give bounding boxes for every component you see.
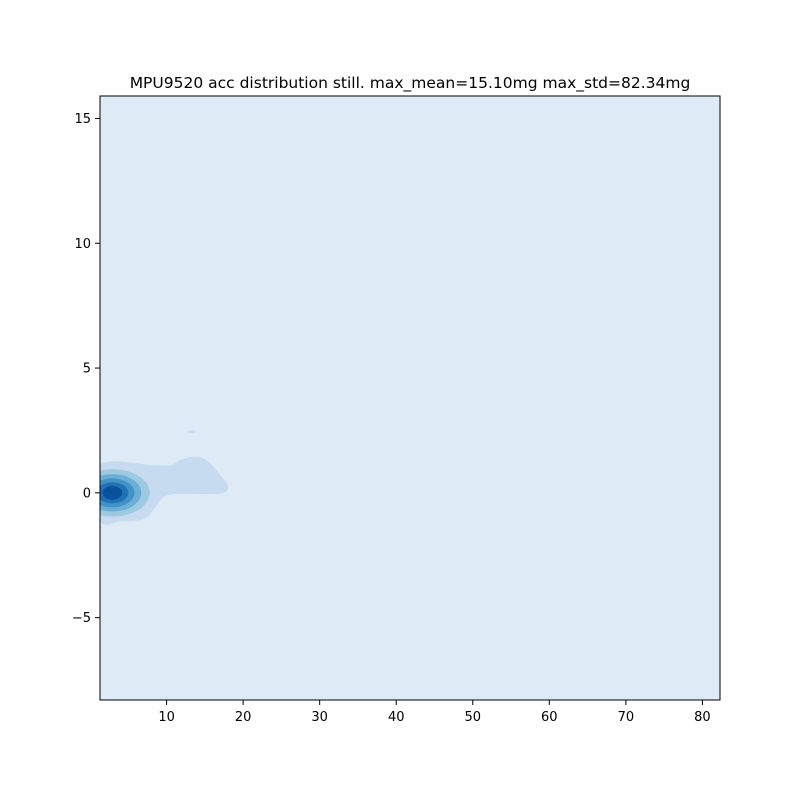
y-tick-label: −5	[72, 611, 91, 626]
chart-title: MPU9520 acc distribution still. max_mean…	[130, 74, 691, 93]
density-island	[187, 430, 197, 434]
plot-frame	[99, 95, 721, 701]
x-tick-label: 60	[541, 710, 558, 725]
y-tick-label: 5	[83, 362, 91, 377]
density-contour-level-6	[102, 486, 123, 500]
density-background	[100, 96, 720, 700]
x-tick-label: 20	[235, 710, 252, 725]
y-tick-label: 10	[74, 237, 91, 252]
plot-area: 10 20 30 40 50 60 70 80 −5 0 5 10 15	[72, 95, 721, 725]
y-tick-label: 15	[74, 112, 91, 127]
x-tick-label: 10	[158, 710, 175, 725]
density-contours	[100, 430, 229, 525]
x-tick-label: 30	[311, 710, 328, 725]
x-tick-label: 70	[618, 710, 635, 725]
x-tick-label: 50	[464, 710, 481, 725]
y-tick-label: 0	[83, 486, 91, 501]
x-tick-label: 80	[694, 710, 711, 725]
x-tick-label: 40	[388, 710, 405, 725]
